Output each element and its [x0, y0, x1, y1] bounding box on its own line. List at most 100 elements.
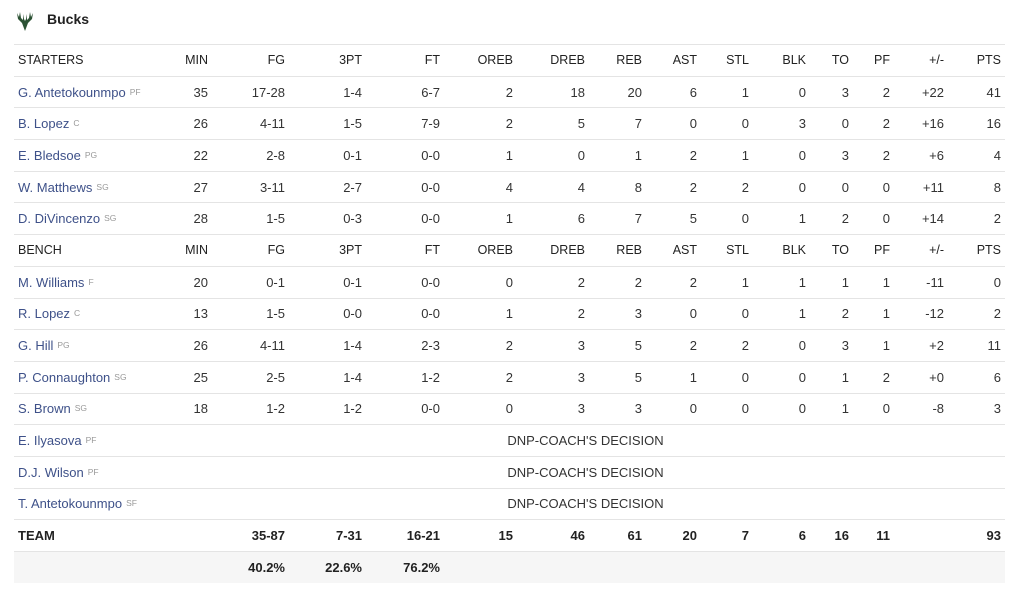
- stat-cell: 0-0: [366, 202, 444, 235]
- team-percentage: [589, 550, 646, 583]
- player-row: B. Lopez C 26 4-11 1-5 7-9 2 5 7 0 0 3 0 2 +16 16: [14, 107, 1005, 140]
- player-position: C: [74, 308, 81, 319]
- stat-cell: 0: [444, 265, 517, 298]
- column-header: +/-: [894, 234, 948, 267]
- stat-cell: 1: [444, 202, 517, 235]
- player-name[interactable]: T. Antetokounmpo: [18, 496, 123, 512]
- box-score-table: STARTERS MIN FG 3PT FT OREB DREB REB AST STL BLK TO…: [14, 44, 1005, 583]
- team-stat: 93: [948, 519, 1005, 552]
- column-header: FG: [212, 44, 289, 77]
- column-header: BLK: [753, 44, 810, 77]
- column-header: PTS: [948, 234, 1005, 267]
- stat-cell: 0-0: [366, 392, 444, 425]
- stat-cell: 11: [948, 329, 1005, 362]
- stat-cell: 4: [517, 170, 589, 203]
- player-name[interactable]: E. Bledsoe: [18, 147, 81, 163]
- team-percentage: [753, 550, 810, 583]
- stat-cell: 0: [753, 392, 810, 425]
- stat-cell: 2-3: [366, 329, 444, 362]
- player-row: S. Brown SG 18 1-2 1-2 0-0 0 3 3 0 0 0 1 0 -8 3: [14, 392, 1005, 425]
- column-header: STL: [701, 44, 753, 77]
- player-cell: G. Antetokounmpo PF: [14, 75, 170, 108]
- stat-cell: 1: [444, 297, 517, 330]
- column-header: +/-: [894, 44, 948, 77]
- column-header: DREB: [517, 44, 589, 77]
- stat-cell: 2: [853, 107, 894, 140]
- player-name[interactable]: W. Matthews: [18, 179, 93, 195]
- team-percentage: 76.2%: [366, 550, 444, 583]
- stat-cell: 0: [853, 202, 894, 235]
- player-cell: S. Brown SG: [14, 392, 170, 425]
- column-header: STL: [701, 234, 753, 267]
- stat-cell: 7: [589, 107, 646, 140]
- stat-cell: 2: [810, 297, 853, 330]
- section-label: STARTERS: [14, 44, 170, 77]
- stat-cell: 2-5: [212, 360, 289, 394]
- stat-cell: 1-5: [289, 107, 366, 140]
- team-percentage: [853, 550, 894, 583]
- stat-cell: -12: [894, 297, 948, 330]
- player-name[interactable]: P. Connaughton: [18, 369, 111, 385]
- player-row: G. Hill PG 26 4-11 1-4 2-3 2 3 5 2 2 0 3 1 +2 11: [14, 329, 1005, 362]
- player-name[interactable]: S. Brown: [18, 401, 71, 417]
- player-name[interactable]: G. Antetokounmpo: [18, 84, 126, 100]
- stat-cell: 2: [517, 297, 589, 330]
- stat-cell: 2: [948, 297, 1005, 330]
- column-header: REB: [589, 44, 646, 77]
- stat-cell: 5: [517, 107, 589, 140]
- stat-cell: 3: [517, 329, 589, 362]
- header-row: STARTERS MIN FG 3PT FT OREB DREB REB AST STL BLK TO…: [14, 44, 1005, 77]
- team-name: Bucks: [47, 11, 90, 27]
- stat-cell: 3: [810, 139, 853, 172]
- player-position: SG: [96, 181, 109, 192]
- dnp-note: DNP-COACH'S DECISION: [170, 424, 1005, 457]
- team-percentage: 22.6%: [289, 550, 366, 583]
- stat-cell: 0: [753, 75, 810, 108]
- stat-cell: 20: [589, 75, 646, 108]
- player-name[interactable]: E. Ilyasova: [18, 433, 82, 449]
- player-name[interactable]: B. Lopez: [18, 116, 70, 132]
- stat-cell: 1: [701, 265, 753, 298]
- column-header: FG: [212, 234, 289, 267]
- stat-cell: 1: [810, 265, 853, 298]
- stat-cell: 4-11: [212, 107, 289, 140]
- stat-cell: 0-1: [289, 265, 366, 298]
- stat-cell: 0-0: [366, 297, 444, 330]
- stat-cell: 0-1: [212, 265, 289, 298]
- stat-cell: 2: [646, 170, 701, 203]
- player-cell: D. DiVincenzo SG: [14, 202, 170, 235]
- stat-cell: 0: [853, 170, 894, 203]
- stat-cell: 2: [444, 329, 517, 362]
- stat-cell: -8: [894, 392, 948, 425]
- stat-cell: 4: [948, 139, 1005, 172]
- team-percentage: [517, 550, 589, 583]
- player-name[interactable]: M. Williams: [18, 274, 85, 290]
- player-name[interactable]: R. Lopez: [18, 306, 71, 322]
- stat-cell: 2: [853, 75, 894, 108]
- stat-cell: 0: [948, 265, 1005, 298]
- stat-cell: 7-9: [366, 107, 444, 140]
- player-name[interactable]: D. DiVincenzo: [18, 211, 101, 227]
- stat-cell: 17-28: [212, 75, 289, 108]
- stat-cell: 18: [517, 75, 589, 108]
- stat-cell: 4-11: [212, 329, 289, 362]
- player-row: P. Connaughton SG 25 2-5 1-4 1-2 2 3 5 1 0 0 1 2 +0 6: [14, 360, 1005, 394]
- percentage-row: 40.2% 22.6% 76.2%: [14, 550, 1005, 583]
- column-header: DREB: [517, 234, 589, 267]
- stat-cell: 28: [170, 202, 212, 235]
- player-row: D.J. Wilson PF DNP-COACH'S DECISION: [14, 455, 1005, 489]
- team-percentage: [444, 550, 517, 583]
- stat-cell: 3: [517, 392, 589, 425]
- stat-cell: 1-5: [212, 202, 289, 235]
- player-name[interactable]: G. Hill: [18, 338, 54, 354]
- stat-cell: 0: [646, 392, 701, 425]
- stat-cell: 0: [810, 107, 853, 140]
- stat-cell: 1-2: [212, 392, 289, 425]
- stat-cell: 5: [589, 360, 646, 394]
- stat-cell: 1: [810, 360, 853, 394]
- player-name[interactable]: D.J. Wilson: [18, 464, 84, 480]
- player-cell: B. Lopez C: [14, 107, 170, 140]
- stat-cell: 3: [589, 392, 646, 425]
- column-header: 3PT: [289, 234, 366, 267]
- stat-cell: 2: [646, 329, 701, 362]
